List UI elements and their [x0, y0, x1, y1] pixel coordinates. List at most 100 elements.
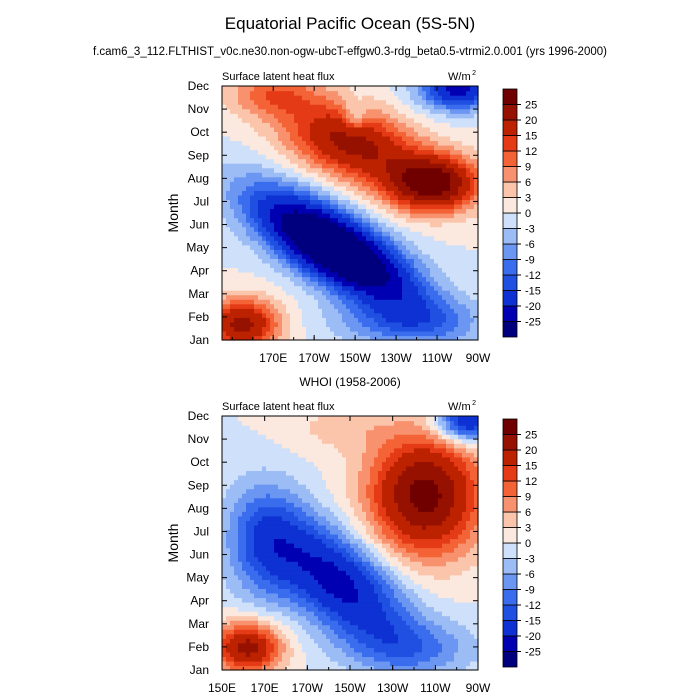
heatmap-cell [338, 620, 343, 626]
heatmap-cell [462, 154, 467, 160]
y-tick-label: Aug [188, 171, 209, 185]
heatmap-cell [322, 244, 327, 250]
heatmap-cell [434, 624, 439, 630]
heatmap-cell [430, 592, 435, 599]
heatmap-cell [410, 651, 415, 657]
heatmap-cell [306, 624, 311, 630]
heatmap-cell [398, 144, 403, 151]
heatmap-cell [278, 213, 283, 219]
heatmap-cell [474, 217, 479, 223]
y-tick-label: Nov [188, 102, 209, 116]
heatmap-cell [258, 611, 263, 617]
heatmap-cell [234, 176, 239, 182]
heatmap-cell [250, 231, 255, 237]
heatmap-cell [458, 226, 463, 232]
heatmap-cell [394, 235, 399, 241]
heatmap-cell [406, 181, 411, 187]
heatmap-cell [298, 240, 303, 246]
heatmap-cell [238, 253, 243, 259]
heatmap-cell [266, 647, 271, 653]
heatmap-cell [450, 217, 455, 223]
heatmap-cell [430, 651, 435, 657]
heatmap-cell [426, 99, 431, 105]
heatmap-cell [362, 99, 367, 105]
heatmap-cell [438, 104, 443, 110]
heatmap-cell [302, 330, 307, 337]
heatmap-cell [346, 330, 351, 337]
heatmap-cell [250, 86, 255, 92]
heatmap-cell [378, 642, 383, 648]
heatmap-cell [266, 140, 271, 146]
heatmap-cell [398, 583, 403, 589]
heatmap-cell [318, 308, 323, 314]
heatmap-cell [410, 335, 415, 341]
heatmap-cell [230, 583, 235, 589]
heatmap-cell [438, 113, 443, 119]
heatmap-cell [358, 647, 363, 653]
heatmap-cell [386, 606, 391, 612]
y-axis-label: Month [165, 194, 181, 233]
heatmap-cell [342, 629, 347, 635]
heatmap-cell [442, 208, 447, 214]
heatmap-cell [358, 99, 363, 105]
heatmap-cell [234, 117, 239, 123]
heatmap-cell [386, 281, 391, 287]
heatmap-cell [450, 231, 455, 237]
heatmap-cell [302, 86, 307, 92]
x-tick-label: 110W [422, 351, 453, 365]
heatmap-cell [450, 665, 455, 671]
heatmap-cell [262, 633, 267, 639]
heatmap-cell [474, 276, 479, 282]
heatmap-cell [402, 86, 407, 92]
heatmap-cell [414, 312, 419, 318]
heatmap-cell [338, 90, 343, 96]
heatmap-cell [462, 601, 467, 608]
heatmap-cell [290, 601, 295, 608]
heatmap-cell [398, 588, 403, 594]
heatmap-cell [282, 308, 287, 314]
heatmap-cell [450, 601, 455, 608]
heatmap-cell [322, 258, 327, 264]
heatmap-cell [254, 299, 259, 305]
heatmap-cell [298, 235, 303, 241]
heatmap-cell [430, 217, 435, 223]
heatmap-cell [466, 199, 471, 205]
heatmap-cell [406, 262, 411, 269]
heatmap-cell [446, 611, 451, 617]
heatmap-cell [406, 122, 411, 128]
heatmap-cell [418, 172, 423, 178]
heatmap-cell [466, 290, 471, 296]
heatmap-cell [306, 262, 311, 269]
heatmap-cell [306, 660, 311, 667]
heatmap-cell [414, 665, 419, 671]
heatmap-cell [446, 579, 451, 585]
heatmap-cell [238, 158, 243, 164]
heatmap-cell [390, 122, 395, 128]
heatmap-cell [266, 642, 271, 648]
heatmap-cell [434, 149, 439, 155]
heatmap-cell [234, 135, 239, 142]
heatmap-cell [354, 335, 359, 341]
heatmap-cell [354, 276, 359, 282]
heatmap-cell [438, 601, 443, 608]
heatmap-cell [250, 597, 255, 603]
heatmap-cell [386, 326, 391, 332]
heatmap-cell [226, 601, 231, 608]
heatmap-cell [298, 185, 303, 191]
heatmap-cell [306, 249, 311, 255]
heatmap-cell [470, 231, 475, 237]
heatmap-cell [278, 108, 283, 114]
heatmap-cell [294, 194, 299, 200]
heatmap-cell [270, 335, 275, 341]
heatmap-cell [470, 190, 475, 196]
heatmap-cell [390, 181, 395, 187]
heatmap-cell [254, 633, 259, 639]
heatmap-cell [470, 271, 475, 278]
heatmap-cell [370, 651, 375, 657]
heatmap-cell [334, 271, 339, 278]
heatmap-cell [466, 181, 471, 187]
heatmap-cell [402, 281, 407, 287]
heatmap-cell [354, 213, 359, 219]
heatmap-cell [242, 290, 247, 296]
heatmap-cell [434, 579, 439, 585]
